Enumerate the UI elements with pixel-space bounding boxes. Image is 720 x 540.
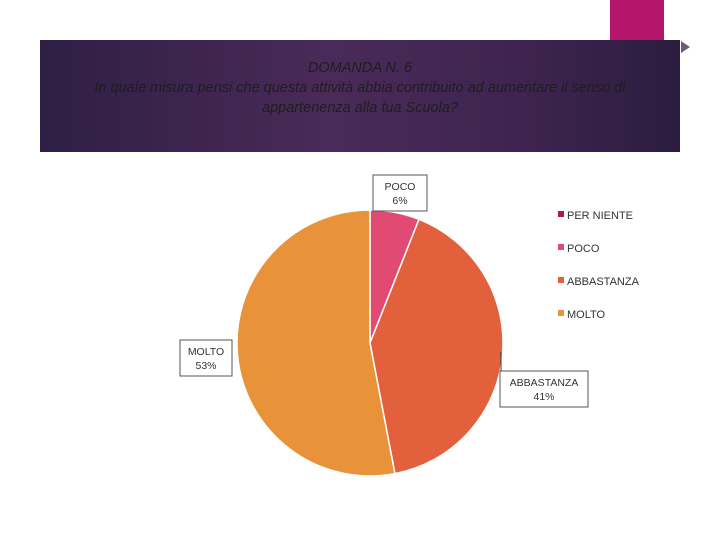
legend-item-poco: POCO	[558, 243, 600, 255]
legend-label-poco: POCO	[567, 243, 600, 255]
title-line-3: appartenenza alla tua Scuola?	[262, 100, 458, 116]
legend-item-abbastanza: ABBASTANZA	[558, 276, 640, 288]
data-label-value-molto: 53%	[195, 360, 216, 372]
data-label-abbastanza: ABBASTANZA 41%	[499, 370, 589, 408]
pie-slices	[236, 209, 504, 477]
legend-swatch-molto	[558, 310, 564, 316]
legend-swatch-abbastanza	[558, 277, 564, 283]
chart-legend: PER NIENTE POCO ABBASTANZA MOLTO	[558, 210, 640, 321]
data-label-value-abbastanza: 41%	[533, 391, 554, 403]
data-label-value-poco: 6%	[392, 195, 407, 207]
data-label-poco: POCO 6%	[372, 174, 428, 212]
title-band	[40, 40, 680, 152]
legend-label-abbastanza: ABBASTANZA	[567, 276, 640, 288]
data-label-category-molto: MOLTO	[188, 346, 224, 358]
data-label-box-poco	[372, 174, 428, 212]
legend-label-per-niente: PER NIENTE	[567, 210, 633, 222]
title-line-2: In quale misura pensi che questa attivit…	[94, 80, 626, 96]
title-line-1: DOMANDA N. 6	[307, 60, 413, 76]
legend-item-molto: MOLTO	[558, 309, 606, 321]
legend-swatch-poco	[558, 244, 564, 250]
title-arrow-icon	[681, 41, 690, 53]
data-label-category-poco: POCO	[385, 181, 416, 193]
legend-item-per-niente: PER NIENTE	[558, 210, 633, 222]
slide-title: DOMANDA N. 6 In quale misura pensi che q…	[40, 58, 680, 118]
legend-label-molto: MOLTO	[567, 309, 606, 321]
data-labels: POCO 6% ABBASTANZA 41% MOLTO 53%	[179, 174, 589, 408]
data-label-category-abbastanza: ABBASTANZA	[510, 377, 579, 389]
data-label-box-abbastanza	[499, 370, 589, 408]
data-label-box-molto	[179, 339, 233, 377]
pie-slice-molto	[236, 209, 396, 477]
legend-swatch-per-niente	[558, 211, 564, 217]
data-label-molto: MOLTO 53%	[179, 339, 233, 377]
pie-slice-abbastanza	[369, 218, 504, 475]
